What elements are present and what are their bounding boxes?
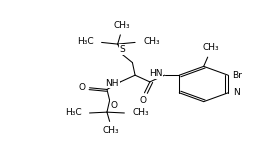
Text: CH₃: CH₃ bbox=[143, 37, 160, 46]
Text: H₃C: H₃C bbox=[65, 109, 81, 117]
Text: CH₃: CH₃ bbox=[103, 127, 119, 135]
Text: N: N bbox=[233, 88, 240, 97]
Text: O: O bbox=[79, 83, 85, 92]
Text: H₃C: H₃C bbox=[77, 37, 94, 46]
Text: HN: HN bbox=[149, 69, 162, 78]
Text: CH₃: CH₃ bbox=[202, 43, 219, 52]
Text: O: O bbox=[111, 101, 118, 110]
Text: Br: Br bbox=[232, 71, 242, 80]
Text: CH₃: CH₃ bbox=[113, 21, 130, 30]
Text: NH: NH bbox=[106, 79, 119, 88]
Text: O: O bbox=[140, 96, 147, 105]
Text: CH₃: CH₃ bbox=[132, 109, 149, 117]
Text: S: S bbox=[119, 45, 125, 54]
